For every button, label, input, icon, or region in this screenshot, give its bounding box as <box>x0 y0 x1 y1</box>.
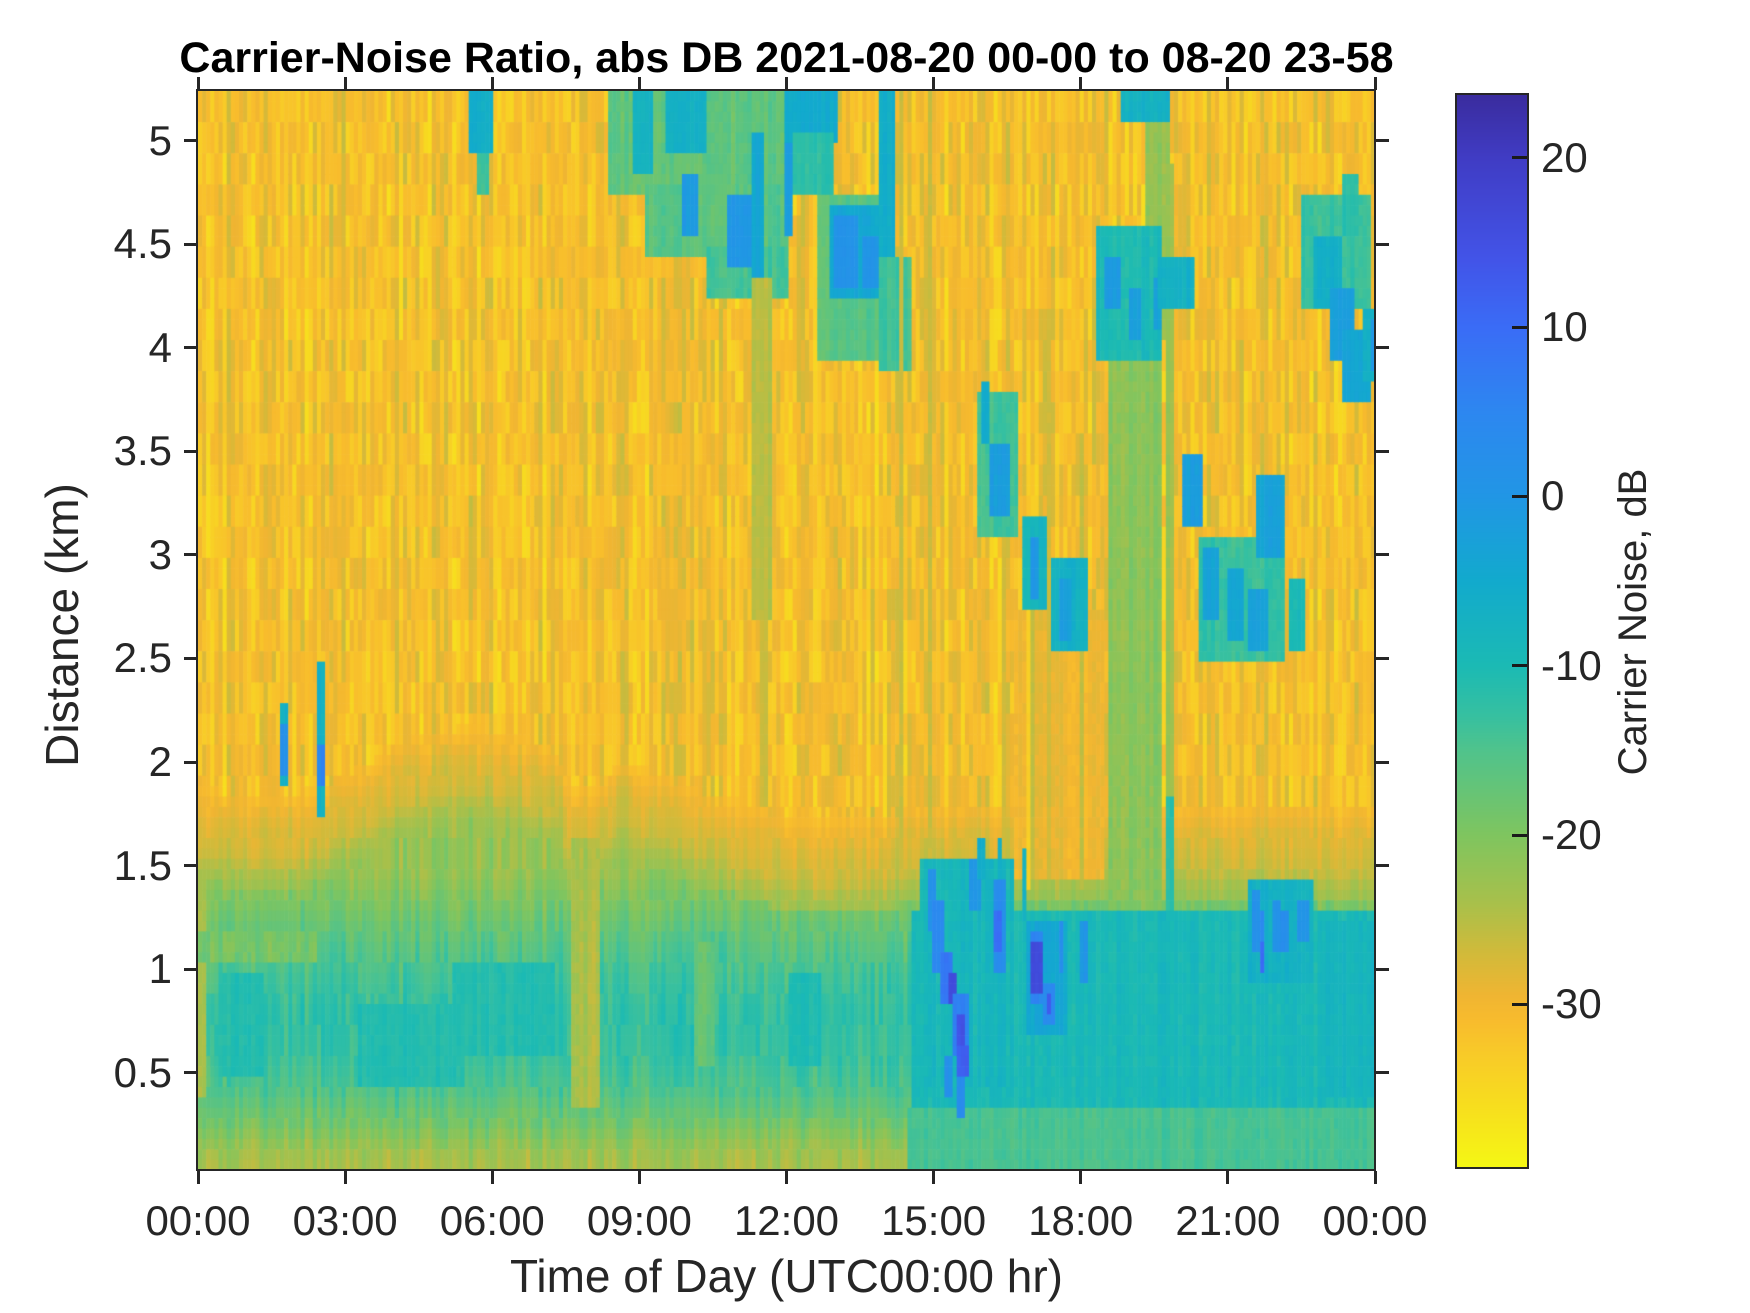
y-tick-mark-right <box>1376 1071 1389 1075</box>
x-tick-mark <box>343 1171 347 1184</box>
x-tick-mark-top <box>1373 77 1377 90</box>
x-tick-mark-top <box>1079 77 1083 90</box>
y-tick-mark <box>184 139 197 143</box>
y-tick-mark <box>184 553 197 557</box>
colorbar-tick-mark <box>1512 664 1527 668</box>
y-tick-mark <box>184 656 197 660</box>
colorbar-tick-label: -30 <box>1541 980 1602 1028</box>
x-tick-mark <box>490 1171 494 1184</box>
x-tick-label: 12:00 <box>733 1197 840 1244</box>
y-tick-mark-right <box>1376 139 1389 143</box>
y-tick-mark <box>184 1071 197 1075</box>
colorbar-tick-label: -20 <box>1541 811 1602 859</box>
x-tick-mark-top <box>1226 77 1230 90</box>
y-tick-mark-right <box>1376 449 1389 453</box>
colorbar-tick-label: -10 <box>1541 641 1602 689</box>
x-tick-label: 00:00 <box>1322 1197 1428 1244</box>
x-tick-mark-top <box>637 77 641 90</box>
heatmap-canvas <box>198 91 1375 1170</box>
x-tick-mark-top <box>932 77 936 90</box>
x-tick-label: 15:00 <box>881 1197 987 1244</box>
x-tick-label: 00:00 <box>145 1197 251 1244</box>
colorbar-tick-mark <box>1512 494 1527 498</box>
y-tick-mark-right <box>1376 967 1389 971</box>
x-tick-mark <box>637 1171 641 1184</box>
x-tick-mark-top <box>490 77 494 90</box>
x-tick-label: 06:00 <box>439 1197 545 1244</box>
y-tick-mark-right <box>1376 864 1389 868</box>
x-axis-label: Time of Day (UTC00:00 hr) <box>510 1250 1063 1302</box>
y-tick-label: 3 <box>148 530 172 578</box>
colorbar-tick-label: 0 <box>1541 472 1565 520</box>
y-tick-mark <box>184 242 197 246</box>
y-tick-mark <box>184 449 197 453</box>
y-tick-label: 0.5 <box>113 1048 172 1096</box>
colorbar-tick-label: 20 <box>1541 133 1588 181</box>
y-tick-label: 5 <box>148 116 172 164</box>
x-tick-mark <box>785 1171 788 1184</box>
x-tick-label: 21:00 <box>1175 1197 1281 1244</box>
y-tick-label: 2.5 <box>113 634 172 682</box>
colorbar-label: Carrier Noise, dB <box>1611 468 1655 776</box>
colorbar-tick-mark <box>1512 833 1527 837</box>
y-tick-label: 2 <box>148 738 172 785</box>
chart-title: Carrier-Noise Ratio, abs DB 2021-08-20 0… <box>179 34 1394 82</box>
x-tick-mark <box>1226 1171 1230 1184</box>
x-tick-mark-top <box>196 77 200 90</box>
y-tick-label: 1.5 <box>113 841 172 889</box>
y-tick-label: 3.5 <box>113 427 172 475</box>
colorbar-tick-label: 10 <box>1541 303 1588 350</box>
y-tick-mark-right <box>1376 656 1389 660</box>
colorbar-tick-mark <box>1512 325 1527 329</box>
y-tick-label: 4 <box>148 323 172 371</box>
x-tick-label: 09:00 <box>586 1197 692 1244</box>
y-tick-mark-right <box>1376 346 1389 350</box>
x-tick-mark <box>1079 1171 1083 1184</box>
y-tick-mark-right <box>1376 242 1389 246</box>
x-tick-label: 18:00 <box>1028 1197 1134 1244</box>
y-axis-label: Distance (km) <box>36 483 88 767</box>
x-tick-mark <box>1373 1171 1377 1184</box>
y-tick-mark-right <box>1376 760 1389 764</box>
y-tick-mark <box>184 346 197 350</box>
x-tick-label: 03:00 <box>292 1197 398 1244</box>
y-tick-mark <box>184 760 197 764</box>
y-tick-mark <box>184 864 197 868</box>
y-tick-label: 1 <box>148 945 172 993</box>
x-tick-mark-top <box>343 77 347 90</box>
y-tick-mark-right <box>1376 553 1389 557</box>
y-tick-label: 4.5 <box>113 220 172 268</box>
colorbar <box>1457 95 1527 1167</box>
x-tick-mark-top <box>785 77 788 90</box>
x-tick-mark <box>196 1171 200 1184</box>
colorbar-tick-mark <box>1512 156 1527 160</box>
x-tick-mark <box>932 1171 936 1184</box>
y-tick-mark <box>184 967 197 971</box>
colorbar-tick-mark <box>1512 1002 1527 1006</box>
